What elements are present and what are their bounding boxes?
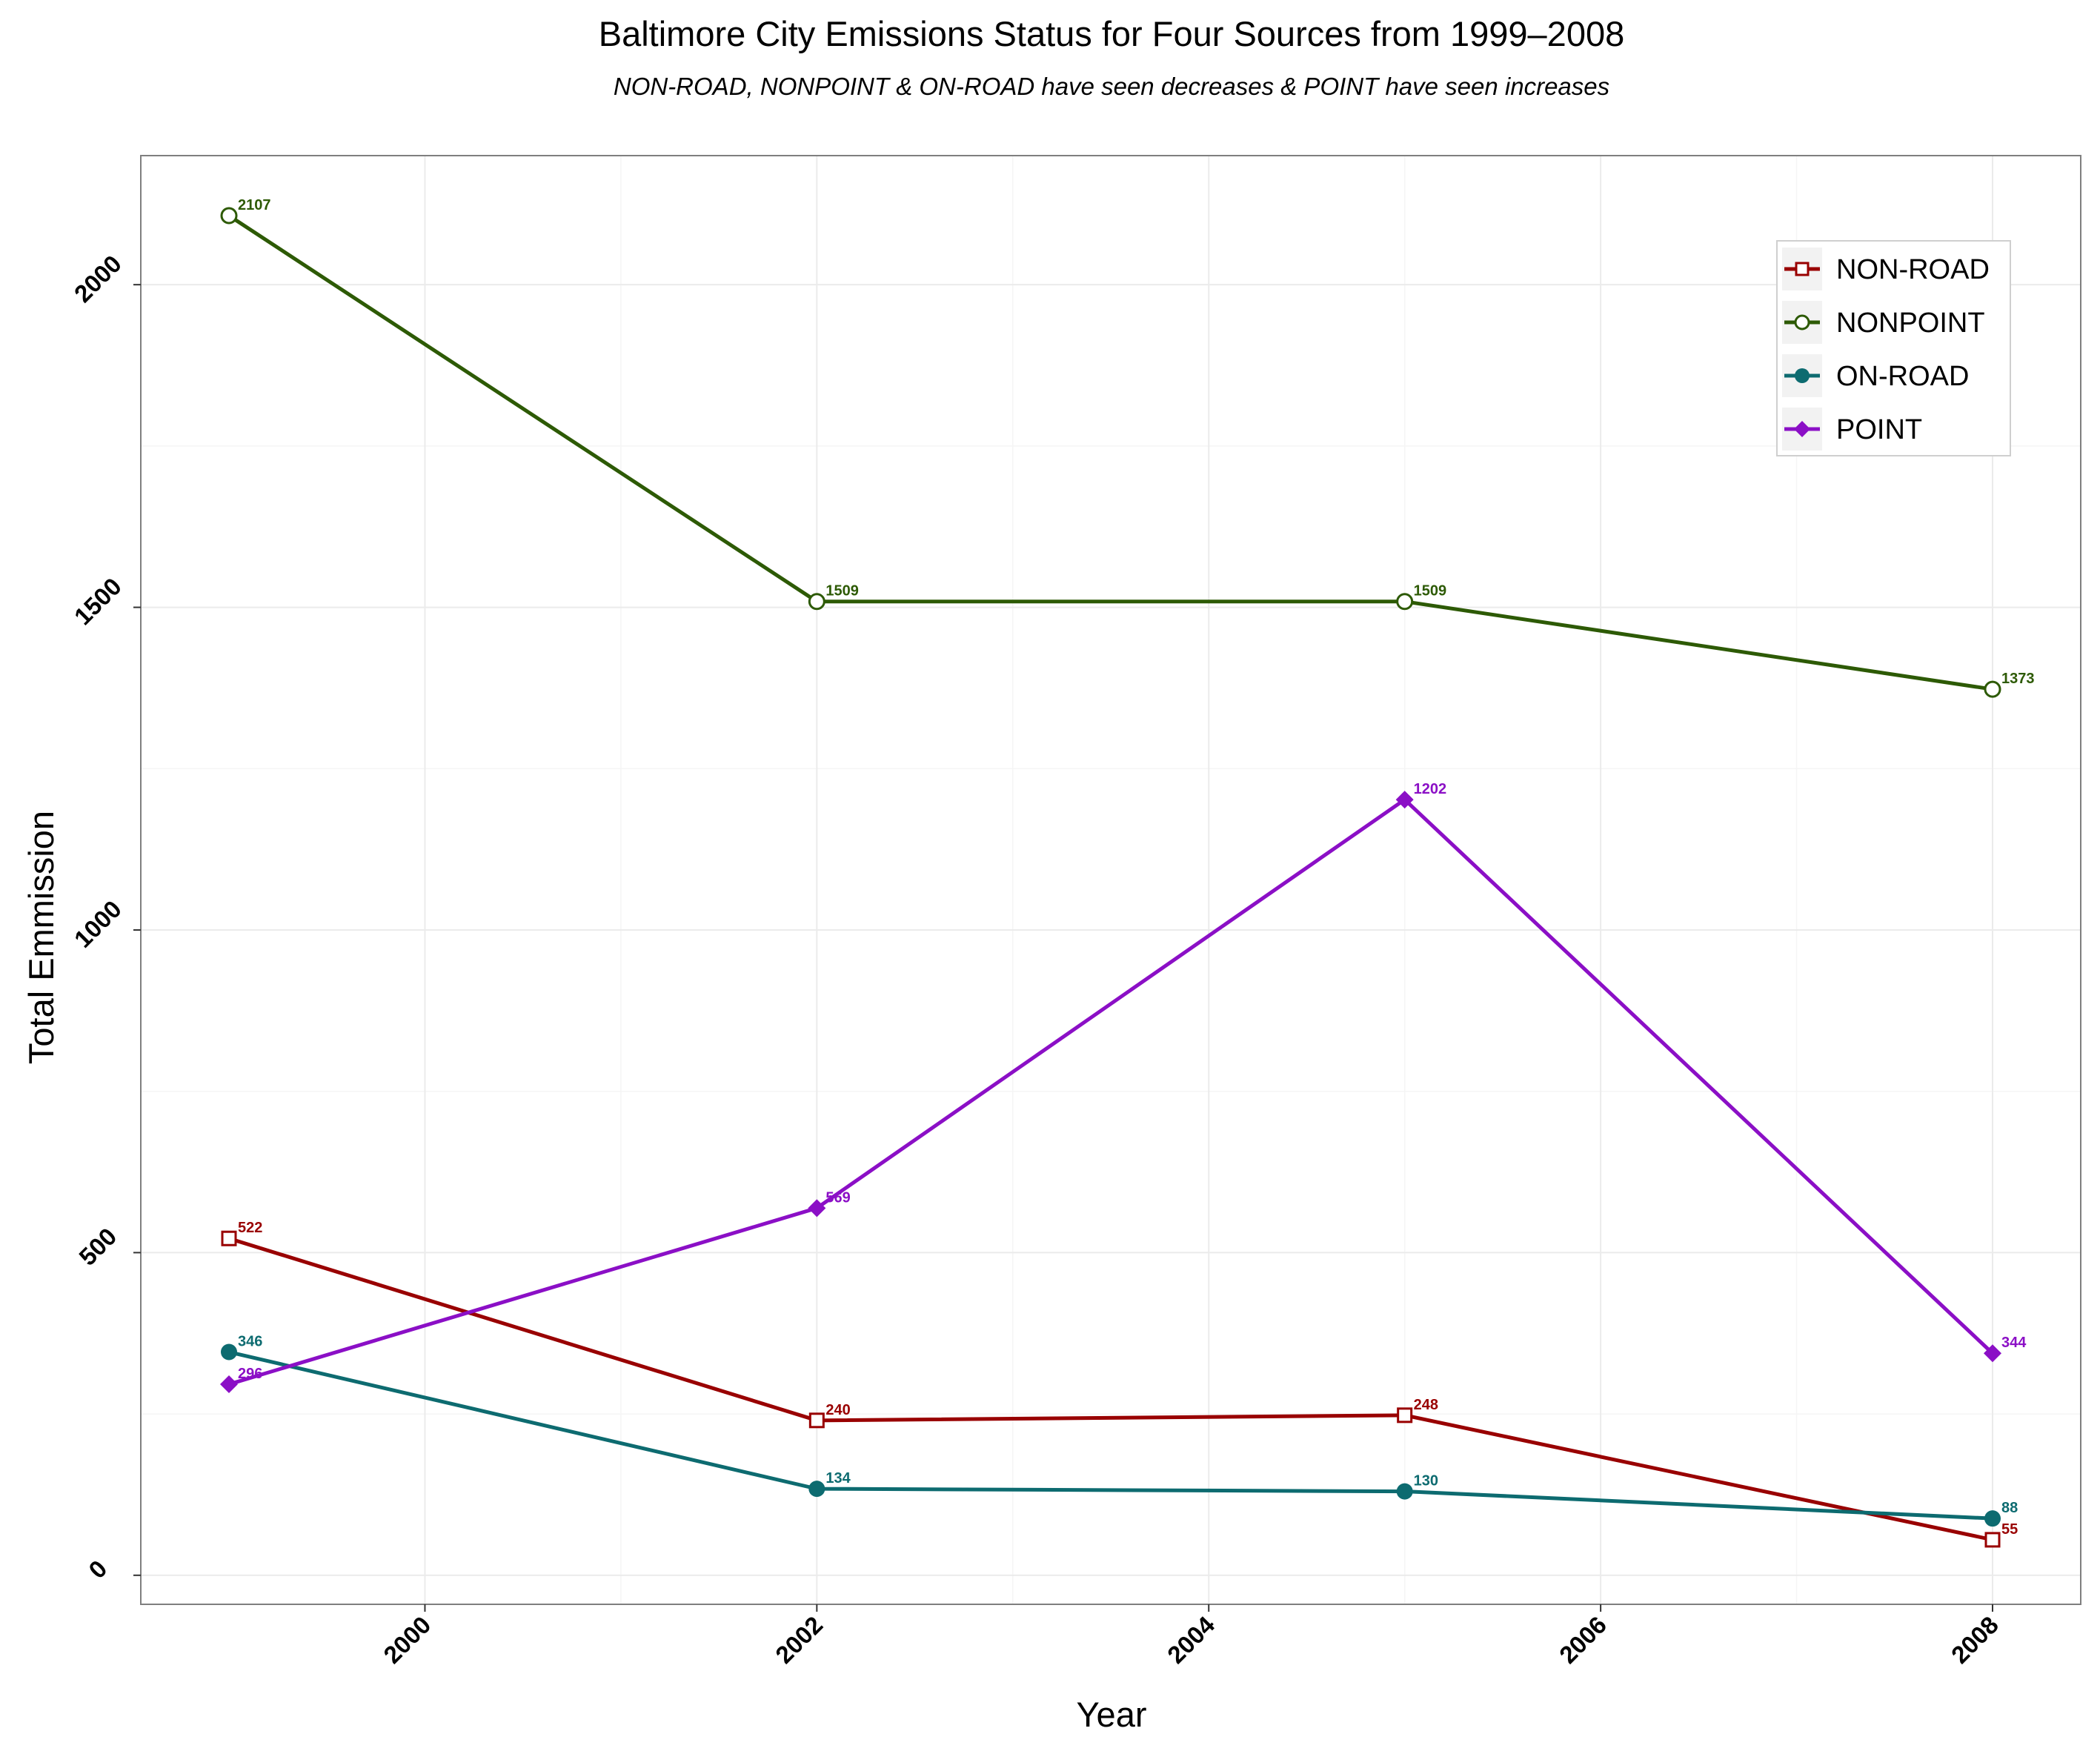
data-label: 296 <box>238 1366 262 1382</box>
data-point <box>221 1230 237 1246</box>
data-label: 1509 <box>1414 583 1447 599</box>
data-point <box>1984 1344 2001 1363</box>
data-point <box>1396 1483 1413 1500</box>
legend-key-marker <box>1794 421 1810 437</box>
data-label: 240 <box>825 1402 850 1418</box>
data-label: 2107 <box>238 197 271 213</box>
data-point <box>220 1375 238 1394</box>
legend-key-marker <box>1795 368 1810 383</box>
data-point <box>808 1481 825 1498</box>
series-lines <box>220 207 2001 1548</box>
data-label: 248 <box>1414 1397 1438 1413</box>
legend-label: NONPOINT <box>1836 308 1985 339</box>
series-line <box>227 213 1993 691</box>
data-point <box>220 207 238 225</box>
data-point <box>808 1412 825 1429</box>
data-label: 569 <box>825 1189 850 1206</box>
x-axis-title: Year <box>1077 1695 1147 1734</box>
plot-border <box>140 155 2081 1605</box>
data-labels: 522 240 248 55 2107 1509 1509 1373 346 134 130 88 29… <box>238 197 2035 1538</box>
data-label: 1373 <box>2001 671 2035 687</box>
data-label: 88 <box>2001 1500 2018 1516</box>
data-label: 522 <box>238 1220 262 1236</box>
data-label: 1509 <box>825 583 859 599</box>
series-line <box>228 797 1994 1386</box>
data-point <box>1397 1407 1413 1424</box>
chart-subtitle: NON-ROAD, NONPOINT & ON-ROAD have seen d… <box>614 73 1609 100</box>
legend-label: ON-ROAD <box>1836 361 1969 392</box>
data-point <box>1395 791 1414 809</box>
data-label: 1202 <box>1414 781 1447 797</box>
data-point <box>1396 593 1414 611</box>
data-point <box>808 1199 826 1217</box>
grid-lines <box>141 156 2081 1604</box>
data-point <box>808 593 825 611</box>
data-label: 134 <box>825 1470 851 1486</box>
data-point <box>221 1343 237 1361</box>
data-point <box>1984 1532 2001 1548</box>
data-label: 55 <box>2001 1521 2018 1538</box>
series-line <box>228 1236 1993 1542</box>
series-line <box>228 1350 1993 1521</box>
data-label: 130 <box>1414 1473 1438 1489</box>
data-label: 346 <box>238 1334 262 1350</box>
legend-label: POINT <box>1836 414 1922 445</box>
chart-title: Baltimore City Emissions Status for Four… <box>599 14 1624 53</box>
data-point <box>1984 1510 2001 1527</box>
data-label: 344 <box>2001 1335 2027 1351</box>
legend-key-marker <box>1794 314 1810 330</box>
data-point <box>1984 680 2001 698</box>
legend: NON-ROAD NONPOINT ON-ROAD POINT <box>1776 240 2011 456</box>
legend-label: NON-ROAD <box>1836 254 1990 285</box>
legend-key-marker <box>1795 262 1810 276</box>
y-axis-title: Total Emmission <box>21 811 61 1064</box>
